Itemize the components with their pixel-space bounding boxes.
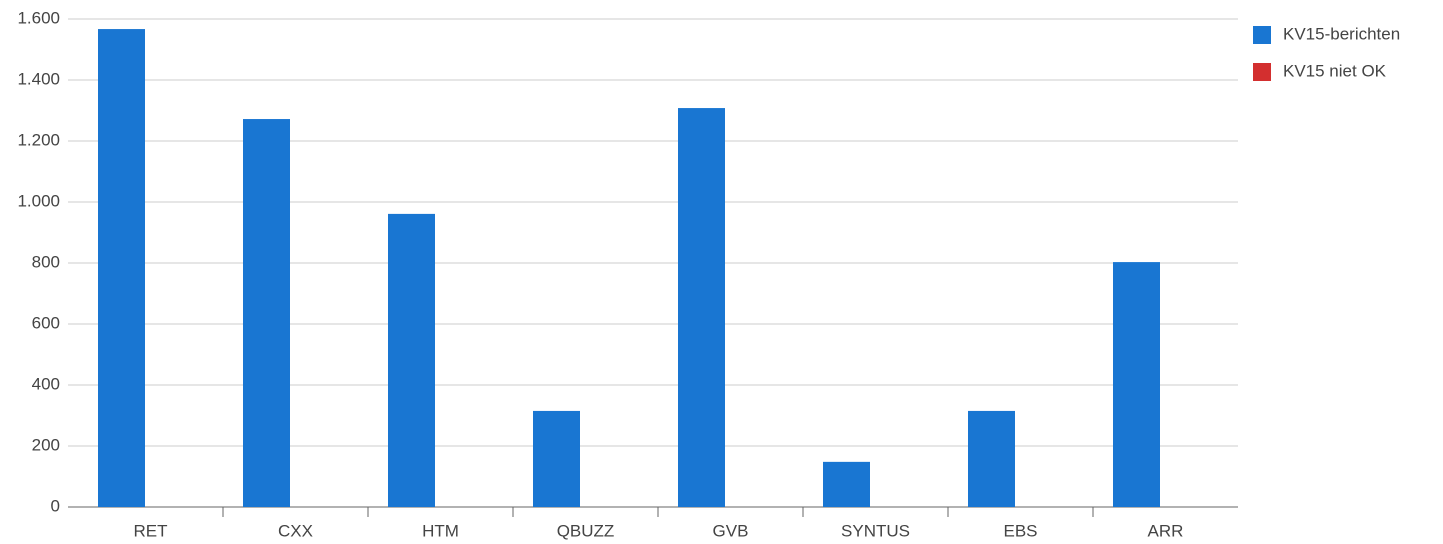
x-tick-label: HTM [422, 521, 459, 540]
bar [388, 213, 435, 507]
x-tick-label: GVB [713, 521, 749, 540]
legend-swatch [1253, 63, 1271, 81]
legend-label: KV15 niet OK [1283, 61, 1387, 80]
x-tick-label: CXX [278, 521, 313, 540]
x-tick-label: ARR [1148, 521, 1184, 540]
bar [968, 410, 1015, 507]
bar [823, 461, 870, 507]
y-tick-label: 800 [32, 252, 60, 271]
y-tick-label: 0 [51, 496, 60, 515]
bar [1113, 262, 1160, 507]
legend-swatch [1253, 26, 1271, 44]
y-tick-label: 1.200 [17, 130, 60, 149]
y-tick-label: 200 [32, 435, 60, 454]
bar [678, 108, 725, 507]
y-tick-label: 1.600 [17, 8, 60, 27]
y-tick-label: 400 [32, 374, 60, 393]
x-tick-label: RET [134, 521, 168, 540]
x-tick-label: EBS [1003, 521, 1037, 540]
y-tick-label: 1.000 [17, 191, 60, 210]
x-tick-label: QBUZZ [557, 521, 615, 540]
legend-label: KV15-berichten [1283, 24, 1400, 43]
x-tick-label: SYNTUS [841, 521, 910, 540]
bar [243, 119, 290, 507]
bar [98, 29, 145, 507]
y-tick-label: 600 [32, 313, 60, 332]
y-tick-label: 1.400 [17, 69, 60, 88]
bar [533, 410, 580, 507]
